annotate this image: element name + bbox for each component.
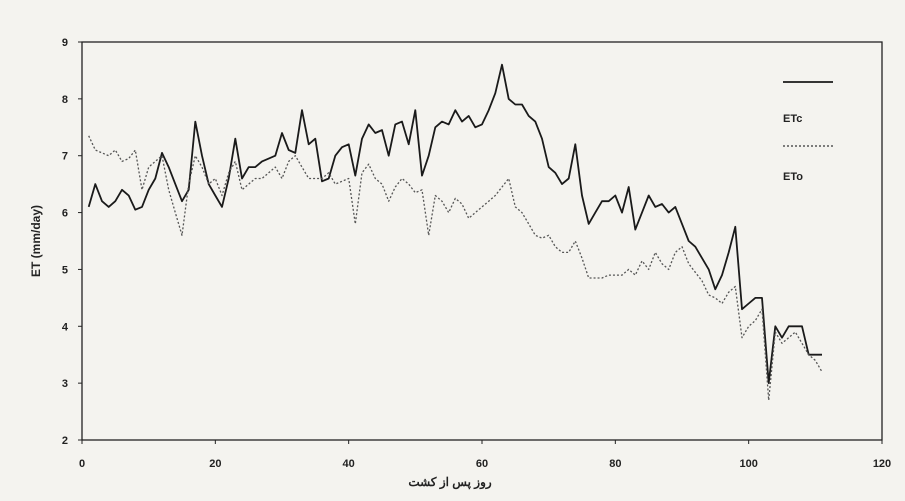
- series-layer: [87, 63, 823, 401]
- x-tick-label: 40: [343, 458, 355, 470]
- series-line-etc: [87, 63, 822, 385]
- plot-area: [81, 41, 883, 441]
- y-axis-title: ET (mm/day): [29, 205, 43, 277]
- y-tick-label: 7: [62, 151, 68, 163]
- y-axis-ticks: 2 3 4 5 6 7 8 9: [62, 37, 82, 447]
- x-tick-label: 20: [209, 458, 221, 470]
- y-tick-label: 3: [62, 378, 68, 390]
- x-tick-label: 120: [873, 458, 891, 470]
- series-line-eto: [88, 135, 823, 401]
- x-tick-label: 80: [609, 458, 621, 470]
- x-axis-title: روز پس از کشت: [408, 475, 492, 490]
- y-tick-label: 8: [62, 94, 68, 106]
- y-tick-label: 4: [62, 321, 69, 333]
- y-tick-label: 6: [62, 208, 68, 220]
- legend: ETc ETo: [783, 81, 833, 183]
- legend-label-eto: ETo: [783, 171, 803, 183]
- y-tick-label: 9: [62, 37, 68, 49]
- legend-label-etc: ETc: [783, 113, 802, 125]
- y-tick-label: 5: [62, 264, 68, 276]
- y-tick-label: 2: [62, 435, 68, 447]
- x-tick-label: 0: [79, 458, 85, 470]
- x-axis-ticks: 0 20 40 60 80 100 120: [79, 440, 891, 470]
- x-tick-label: 60: [476, 458, 488, 470]
- x-tick-label: 100: [739, 458, 757, 470]
